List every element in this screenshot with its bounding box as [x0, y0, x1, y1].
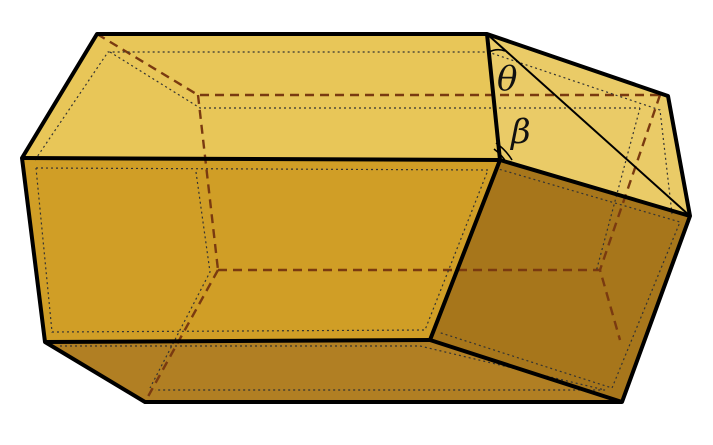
hidden-edge-right-vert: [598, 94, 662, 271]
hidden-edges: [96, 32, 662, 403]
hidden-edge-top: [96, 32, 660, 97]
dotted-top-split: [109, 51, 640, 109]
end-face-lower: [430, 160, 690, 402]
beta-arc-1: [495, 142, 513, 161]
beta-label: β: [509, 112, 531, 152]
end-face-diagonal: [486, 33, 691, 217]
hidden-edge-bottom-left: [143, 269, 220, 403]
edge-bottom-front: [44, 338, 431, 344]
theta-label: θ: [497, 59, 517, 99]
dotted-right-inner: [595, 107, 641, 273]
dotted-front-inner: [35, 167, 489, 333]
beta-arc-2: [493, 148, 507, 163]
edge-end-vertical: [485, 33, 502, 161]
top-face: [22, 34, 500, 160]
dotted-end-inner: [437, 167, 681, 389]
theta-arc: [488, 48, 506, 53]
dotted-front-split: [149, 171, 211, 389]
left-face: [22, 158, 500, 342]
